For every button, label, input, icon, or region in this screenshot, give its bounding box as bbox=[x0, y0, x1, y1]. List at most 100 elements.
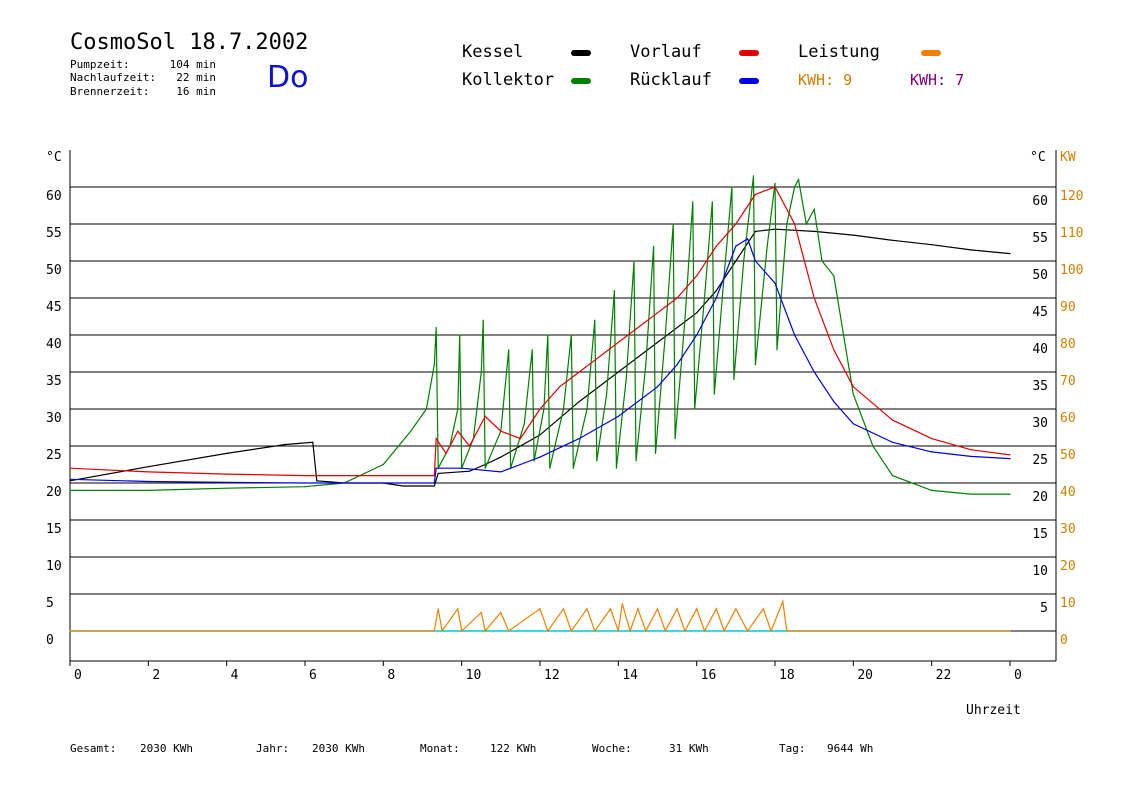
y-tick-label: 25 bbox=[46, 448, 62, 463]
data-point-kollektor bbox=[562, 408, 565, 410]
data-point-kollektor bbox=[774, 182, 776, 184]
data-point-vorlauf bbox=[445, 452, 447, 454]
data-point-kollektor bbox=[692, 201, 694, 203]
data-point-vorlauf bbox=[852, 386, 854, 388]
data-point-kollektor bbox=[435, 327, 437, 329]
data-point-vorlauf bbox=[519, 438, 522, 440]
total-woche-value: 31 KWh bbox=[669, 742, 709, 755]
data-point-vorlauf bbox=[676, 297, 678, 299]
data-point-kollektor bbox=[570, 334, 572, 336]
data-point-kollektor bbox=[508, 349, 510, 351]
data-point-kessel bbox=[852, 234, 854, 236]
total-gesamt-label: Gesamt: bbox=[70, 742, 117, 755]
data-point-ruecklauf bbox=[696, 334, 698, 336]
data-point-leistung bbox=[664, 630, 666, 632]
data-point-kollektor bbox=[805, 223, 807, 225]
data-point-ruecklauf bbox=[676, 364, 678, 366]
data-point-leistung bbox=[747, 630, 749, 632]
data-point-kollektor bbox=[713, 393, 715, 395]
data-point-vorlauf bbox=[484, 415, 486, 417]
kwh-total-2: KWH: 7 bbox=[910, 71, 965, 89]
data-point-vorlauf bbox=[735, 223, 737, 225]
data-point-kollektor bbox=[891, 475, 894, 477]
legend-ruecklauf-label: Rücklauf bbox=[630, 70, 712, 90]
legend-vorlauf-label: Vorlauf bbox=[630, 42, 702, 62]
data-point-kollektor bbox=[523, 423, 525, 425]
data-point-kollektor bbox=[872, 445, 874, 447]
data-point-kollektor bbox=[743, 260, 745, 262]
data-point-kollektor bbox=[594, 319, 596, 321]
y-tick-label-right: 30 bbox=[1032, 416, 1048, 431]
data-point-vorlauf bbox=[617, 341, 619, 343]
legend-ruecklauf-swatch bbox=[739, 78, 759, 84]
data-point-vorlauf bbox=[970, 449, 972, 451]
data-point-kollektor bbox=[606, 393, 608, 395]
data-point-kollektor bbox=[625, 378, 627, 380]
x-tick-label: 18 bbox=[779, 668, 795, 683]
data-point-kessel bbox=[468, 470, 471, 472]
data-point-ruecklauf bbox=[147, 480, 149, 483]
series-line-kessel bbox=[69, 228, 1011, 487]
data-point-kollektor bbox=[586, 408, 588, 410]
y-axis-unit-right: °C bbox=[1030, 150, 1046, 165]
y-tick-label: 20 bbox=[46, 485, 62, 500]
kw-tick-label: 0 bbox=[1060, 633, 1068, 648]
kw-tick-label: 90 bbox=[1060, 300, 1076, 315]
data-point-leistung bbox=[786, 630, 788, 632]
data-point-leistung bbox=[676, 608, 678, 610]
x-tick-label: 14 bbox=[622, 668, 638, 683]
data-point-kollektor bbox=[433, 364, 435, 366]
data-point-ruecklauf bbox=[617, 415, 619, 417]
data-point-leistung bbox=[539, 608, 541, 610]
data-point-leistung bbox=[696, 608, 698, 610]
data-point-vorlauf bbox=[69, 467, 71, 469]
data-point-kollektor bbox=[549, 467, 551, 469]
data-point-kollektor bbox=[752, 175, 755, 177]
legend-leistung-label: Leistung bbox=[798, 42, 880, 62]
data-point-kessel bbox=[437, 472, 439, 474]
data-point-kessel bbox=[754, 230, 757, 232]
data-point-vorlauf bbox=[637, 327, 639, 329]
data-point-kessel bbox=[656, 341, 659, 343]
x-tick-label: 6 bbox=[309, 668, 317, 683]
data-point-ruecklauf bbox=[435, 467, 437, 469]
data-point-leistung bbox=[762, 608, 764, 610]
data-point-kollektor bbox=[852, 393, 854, 395]
data-point-ruecklauf bbox=[461, 467, 463, 469]
data-point-ruecklauf bbox=[754, 260, 757, 262]
data-point-ruecklauf bbox=[500, 471, 502, 473]
data-point-leistung bbox=[461, 630, 463, 632]
x-tick-label: 2 bbox=[152, 668, 160, 683]
y-tick-label: 10 bbox=[46, 559, 62, 574]
y-tick-label-right: 10 bbox=[1032, 564, 1048, 579]
kw-tick-label: 120 bbox=[1060, 189, 1083, 204]
data-point-vorlauf bbox=[382, 475, 384, 477]
y-tick-label: 30 bbox=[46, 411, 62, 426]
kw-tick-label: 80 bbox=[1060, 337, 1076, 352]
data-point-ruecklauf bbox=[519, 463, 522, 466]
data-point-kollektor bbox=[813, 208, 815, 210]
total-monat-value: 122 KWh bbox=[490, 742, 537, 755]
data-point-kollektor bbox=[547, 334, 549, 336]
data-point-kollektor bbox=[821, 260, 823, 262]
kw-tick-label: 70 bbox=[1060, 374, 1076, 389]
total-tag-value: 9644 Wh bbox=[827, 742, 874, 755]
data-point-ruecklauf bbox=[931, 451, 933, 453]
data-point-kollektor bbox=[766, 245, 768, 247]
data-point-kollektor bbox=[613, 290, 616, 292]
data-point-kollektor bbox=[833, 275, 835, 277]
data-point-ruecklauf bbox=[794, 334, 796, 336]
data-point-ruecklauf bbox=[735, 245, 737, 247]
data-point-leistung bbox=[637, 608, 639, 610]
data-point-vorlauf bbox=[774, 186, 776, 188]
data-point-kollektor bbox=[970, 493, 972, 495]
data-point-leistung bbox=[609, 608, 612, 610]
data-point-kollektor bbox=[645, 364, 647, 366]
data-point-vorlauf bbox=[539, 408, 541, 410]
kw-tick-label: 10 bbox=[1060, 596, 1076, 611]
data-point-kessel bbox=[226, 452, 228, 454]
x-tick-label: 0 bbox=[1014, 668, 1022, 683]
y-tick-label: 45 bbox=[46, 300, 62, 315]
data-point-leistung bbox=[433, 630, 435, 632]
data-point-kollektor bbox=[459, 334, 461, 336]
